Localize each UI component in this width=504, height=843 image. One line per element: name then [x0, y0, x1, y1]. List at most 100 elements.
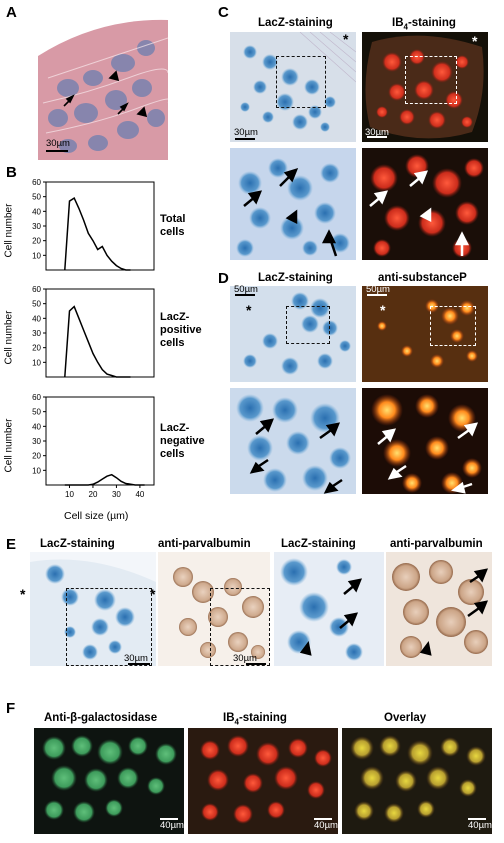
panel-d-substancep-overview [362, 286, 488, 382]
panel-c-right-roi [405, 56, 457, 104]
panel-e-star-2: * [150, 586, 156, 602]
panel-label-f: F [6, 700, 16, 717]
panel-label-a: A [6, 4, 17, 21]
series-line [64, 305, 131, 378]
panel-e-scale-1: 30µm [124, 653, 148, 664]
x-tick-label: 40 [135, 490, 144, 499]
panel-c-left-scale: 30µm [234, 127, 258, 138]
y-tick-label: 40 [32, 422, 41, 431]
series-line [64, 473, 145, 486]
panel-d-right-star: * [380, 302, 386, 318]
panel-f-scale-3: 40µm [468, 820, 492, 831]
panel-d-left-scale: 50µm [234, 284, 258, 295]
series-line [64, 197, 131, 271]
panel-f-ib4 [188, 728, 338, 834]
panel-f-scale-bar-1 [160, 818, 178, 820]
y-tick-label: 30 [32, 437, 41, 446]
graph-lacz-negative: 10 20 30 40 50 60 10 20 30 40 [32, 393, 155, 499]
graph2-series-label: LacZ- positive cells [160, 311, 202, 350]
panel-c-left-title: LacZ-staining [258, 17, 333, 29]
panel-f-title-3: Overlay [384, 712, 427, 724]
graph3-series-label: LacZ- negative cells [160, 422, 205, 461]
x-tick-label: 30 [112, 490, 121, 499]
panel-c-right-title-tail: -staining [407, 17, 456, 29]
panel-label-e: E [6, 536, 17, 553]
graph2-series-label-line3: cells [160, 337, 185, 349]
graph3-ylabel: Cell number [3, 418, 15, 473]
panel-c-right-title-sub: 4 [403, 22, 408, 32]
y-tick-label: 10 [32, 466, 41, 475]
y-tick-label: 30 [32, 329, 41, 338]
graph3-xlabel: Cell size (µm) [64, 510, 129, 522]
graph2-series-label-line1: LacZ- [160, 311, 190, 323]
panel-c-left-roi [276, 56, 326, 108]
graph2-ylabel: Cell number [3, 310, 15, 365]
panel-c-left-star: * [343, 31, 349, 47]
y-tick-label: 10 [32, 251, 41, 260]
graph-lacz-positive: 10 20 30 40 50 60 [32, 285, 155, 378]
panel-c-lacz-overview [230, 32, 356, 142]
panel-a-scale-label: 30µm [46, 138, 70, 149]
panel-d-substancep-zoom [362, 388, 488, 494]
graph1-series-label-line2: cells [160, 226, 185, 238]
panel-f-overlay [342, 728, 492, 834]
panel-d-right-scale: 50µm [366, 284, 390, 295]
panel-d-right-roi [430, 306, 476, 346]
panel-f-title-2: IB4-staining [223, 712, 287, 726]
graph-total-cells: 10 20 30 40 50 60 [32, 178, 155, 271]
y-tick-label: 40 [32, 207, 41, 216]
panel-c-ib4-zoom [362, 148, 488, 260]
panel-f-scale-bar-2 [314, 818, 332, 820]
y-tick-label: 20 [32, 344, 41, 353]
panel-label-b: B [6, 164, 17, 181]
y-tick-label: 40 [32, 314, 41, 323]
y-tick-label: 50 [32, 408, 41, 417]
panel-a-micrograph [38, 18, 168, 160]
panel-e-parvalbumin-zoom [386, 552, 492, 666]
panel-e-left-roi [66, 588, 152, 666]
plot-frame [45, 396, 155, 486]
panel-e-right-roi [210, 588, 270, 666]
y-tick-label: 60 [32, 178, 41, 187]
panel-f-scale-1: 40µm [160, 820, 184, 831]
plot-frame [45, 181, 155, 271]
y-tick-label: 50 [32, 193, 41, 202]
panel-c-right-title-main: IB [392, 17, 404, 29]
panel-c-right-title: IB4-staining [392, 17, 456, 31]
panel-c-right-star: * [472, 33, 478, 49]
plot-frame [45, 288, 155, 378]
panel-e-lacz-overview [30, 552, 156, 666]
panel-f-scale-bar-3 [468, 818, 486, 820]
graph3-series-label-line3: cells [160, 448, 185, 460]
panel-f-title-2-tail: -staining [238, 712, 287, 724]
y-tick-label: 20 [32, 452, 41, 461]
graph3-series-label-line2: negative [160, 435, 205, 447]
panel-e-title-1: LacZ-staining [40, 538, 115, 550]
panel-f-scale-2: 40µm [314, 820, 338, 831]
x-tick-label: 20 [89, 490, 98, 499]
panel-label-d: D [218, 270, 229, 287]
panel-d-left-star: * [246, 302, 252, 318]
graph1-series-label-line1: Total [160, 213, 186, 225]
graph3-series-label-line1: LacZ- [160, 422, 190, 434]
panel-label-c: C [218, 4, 229, 21]
panel-c-ib4-overview [362, 32, 488, 142]
panel-e-lacz-zoom [274, 552, 384, 666]
panel-e-parvalbumin-overview [158, 552, 270, 666]
panel-e-scale-2: 30µm [233, 653, 257, 664]
graph1-ylabel: Cell number [3, 203, 15, 258]
panel-d-left-title: LacZ-staining [258, 272, 333, 284]
graph2-series-label-line2: positive [160, 324, 202, 336]
y-tick-label: 60 [32, 285, 41, 294]
panel-e-title-4: anti-parvalbumin [390, 538, 483, 550]
panel-d-right-title: anti-substanceP [378, 272, 467, 284]
y-tick-label: 20 [32, 237, 41, 246]
y-tick-label: 10 [32, 358, 41, 367]
panel-e-title-2: anti-parvalbumin [158, 538, 251, 550]
graph1-series-label: Total cells [160, 213, 185, 239]
y-tick-label: 50 [32, 300, 41, 309]
panel-c-lacz-zoom [230, 148, 356, 260]
panel-d-left-roi [286, 306, 330, 344]
panel-f-title-2-main: IB [223, 712, 235, 724]
panel-f-title-1: Anti-β-galactosidase [44, 712, 158, 724]
